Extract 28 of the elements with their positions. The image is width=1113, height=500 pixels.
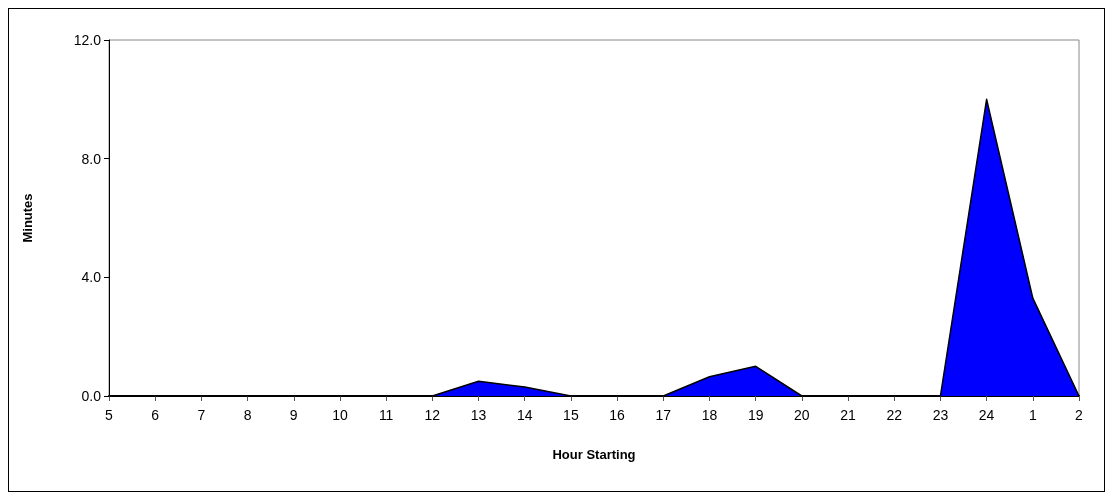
x-tick-label: 9 bbox=[289, 407, 298, 423]
y-tick-label: 4.0 bbox=[81, 269, 102, 286]
x-tick-label: 22 bbox=[886, 407, 903, 423]
y-tick-label: 12.0 bbox=[73, 32, 102, 48]
x-tick-label: 18 bbox=[701, 407, 718, 423]
x-tick-label: 21 bbox=[840, 407, 857, 423]
y-tick-label: 8.0 bbox=[81, 150, 102, 167]
x-tick-label: 20 bbox=[794, 407, 810, 423]
x-tick-label: 6 bbox=[151, 407, 160, 423]
x-axis-title: Hour Starting bbox=[552, 447, 636, 462]
x-tick-label: 11 bbox=[378, 407, 394, 423]
x-tick-label: 12 bbox=[424, 407, 441, 423]
x-tick-label: 1 bbox=[1028, 407, 1037, 423]
x-tick-label: 19 bbox=[747, 407, 764, 423]
x-tick-label: 24 bbox=[978, 407, 995, 423]
x-tick-label: 16 bbox=[609, 407, 626, 423]
x-tick-label: 7 bbox=[197, 407, 206, 423]
x-tick-label: 23 bbox=[932, 407, 949, 423]
x-tick-label: 5 bbox=[105, 407, 114, 423]
x-tick-label: 17 bbox=[655, 407, 672, 423]
x-tick-label: 8 bbox=[243, 407, 252, 423]
x-tick-label: 10 bbox=[332, 407, 348, 423]
y-axis-title: Minutes bbox=[20, 193, 35, 243]
x-tick-label: 13 bbox=[470, 407, 487, 423]
x-tick-label: 2 bbox=[1075, 407, 1084, 423]
x-tick-label: 14 bbox=[516, 407, 533, 423]
x-tick-label: 15 bbox=[563, 407, 579, 423]
y-tick-label: 0.0 bbox=[81, 388, 102, 404]
